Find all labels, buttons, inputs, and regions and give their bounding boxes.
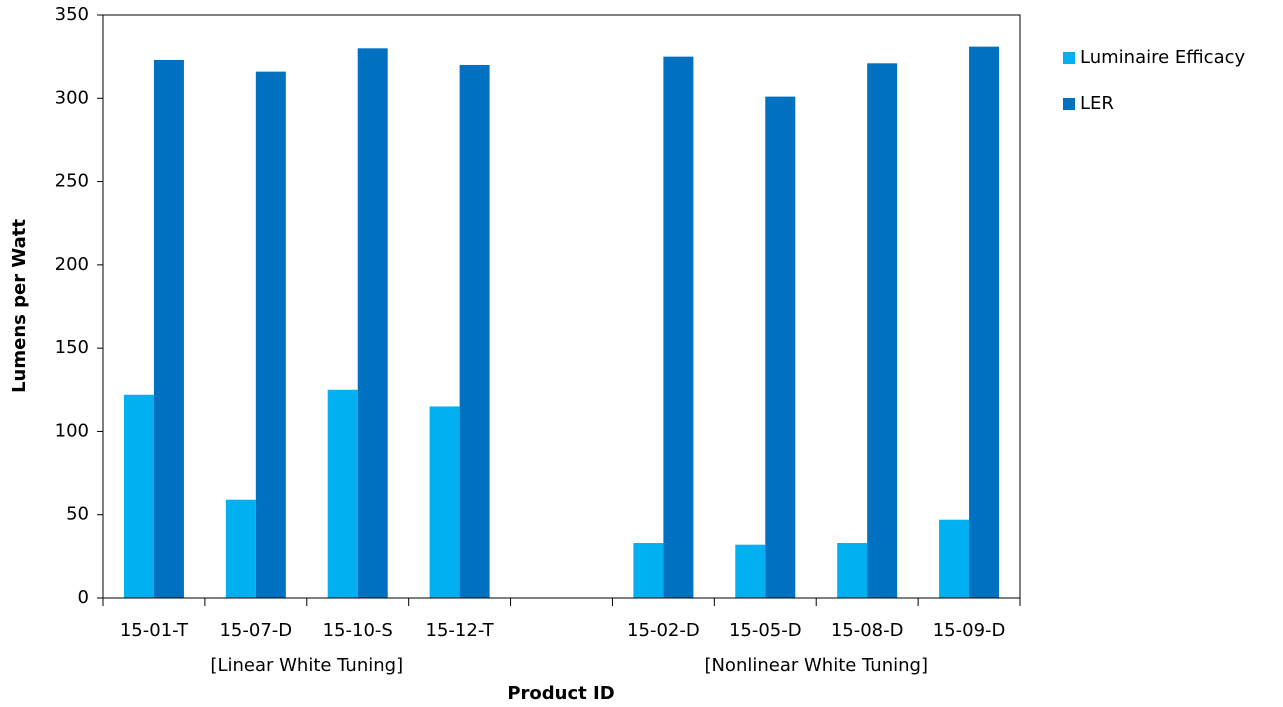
bar bbox=[153, 59, 184, 598]
bar bbox=[459, 64, 490, 598]
y-tick-label: 350 bbox=[55, 4, 89, 25]
y-tick-label: 200 bbox=[55, 254, 89, 275]
bar bbox=[663, 56, 694, 598]
x-tick-label: 15-01-T bbox=[120, 620, 189, 641]
legend-swatch bbox=[1063, 52, 1075, 64]
x-tick-label: 15-08-D bbox=[831, 620, 904, 641]
bar bbox=[633, 543, 664, 598]
x-tick-label: 15-02-D bbox=[627, 620, 700, 641]
x-tick-label: 15-09-D bbox=[933, 620, 1006, 641]
x-tick-label: 15-05-D bbox=[729, 620, 802, 641]
group-label: [Linear White Tuning] bbox=[210, 655, 403, 676]
bar bbox=[225, 499, 256, 598]
bar bbox=[357, 48, 388, 599]
bar bbox=[735, 544, 766, 598]
bar bbox=[939, 519, 970, 598]
y-tick-label: 250 bbox=[55, 171, 89, 192]
bar bbox=[327, 389, 358, 598]
y-tick-label: 300 bbox=[55, 87, 89, 108]
group-label: [Nonlinear White Tuning] bbox=[704, 655, 928, 676]
bar bbox=[429, 406, 460, 598]
bar bbox=[867, 63, 898, 598]
y-tick-label: 50 bbox=[66, 504, 89, 525]
bar bbox=[969, 46, 1000, 599]
x-tick-label: 15-07-D bbox=[219, 620, 292, 641]
x-tick-label: 15-12-T bbox=[426, 620, 495, 641]
y-tick-label: 100 bbox=[55, 420, 89, 441]
y-tick-label: 150 bbox=[55, 337, 89, 358]
y-tick-label: 0 bbox=[78, 587, 89, 608]
bar bbox=[765, 96, 796, 599]
bar bbox=[837, 543, 868, 598]
x-tick-label: 15-10-S bbox=[323, 620, 393, 641]
legend-label: Luminaire Efficacy bbox=[1080, 47, 1245, 68]
legend-label: LER bbox=[1080, 93, 1114, 114]
y-axis-label: Lumens per Watt bbox=[9, 219, 30, 393]
legend-swatch bbox=[1063, 98, 1075, 110]
x-axis-label: Product ID bbox=[507, 683, 614, 704]
plot-frame bbox=[102, 14, 1021, 599]
bar bbox=[255, 71, 286, 599]
bar bbox=[123, 394, 154, 598]
